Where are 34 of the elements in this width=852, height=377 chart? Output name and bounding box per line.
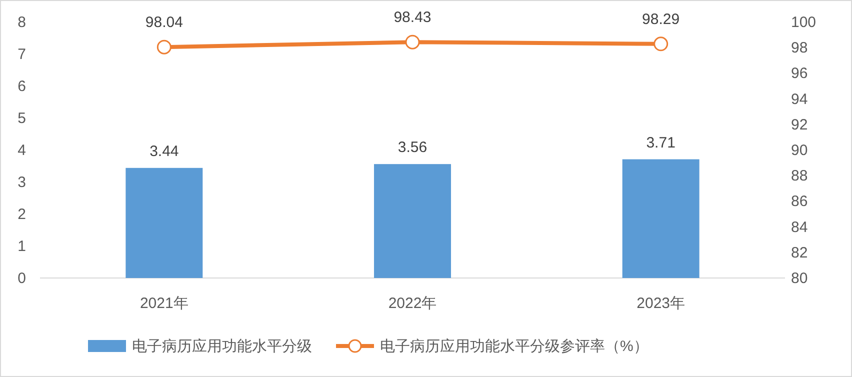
x-tick-label: 2021年 <box>140 295 188 312</box>
y-tick-label: 7 <box>18 46 26 63</box>
y2-tick-label: 92 <box>791 116 808 134</box>
x-tick-label: 2022年 <box>388 295 437 312</box>
y2-tick-label: 98 <box>791 40 808 57</box>
y-tick-label: 3 <box>18 174 26 191</box>
y-tick-label: 2 <box>18 206 26 223</box>
y-tick-label: 1 <box>18 238 26 255</box>
y2-tick-label: 94 <box>791 90 808 108</box>
data-label: 3.44 <box>150 142 179 160</box>
bar <box>374 164 451 278</box>
y-tick-label: 6 <box>18 78 26 95</box>
y-tick-label: 4 <box>18 142 26 159</box>
bar <box>622 159 700 278</box>
y2-tick-label: 96 <box>791 65 808 82</box>
y2-tick-label: 100 <box>791 14 816 31</box>
data-label: 3.71 <box>646 134 676 152</box>
legend-label: 电子病历应用功能水平分级 <box>132 338 312 355</box>
y-tick-label: 0 <box>18 270 26 287</box>
data-label: 98.29 <box>642 10 680 28</box>
y-tick-label: 8 <box>18 14 26 31</box>
y2-tick-label: 80 <box>791 270 808 287</box>
x-tick-label: 2023年 <box>636 295 686 312</box>
y2-tick-label: 84 <box>791 218 808 236</box>
y2-tick-label: 88 <box>791 168 808 185</box>
data-label: 98.43 <box>394 9 432 26</box>
y2-tick-label: 90 <box>791 142 808 159</box>
legend-label: 电子病历应用功能水平分级参评率（%） <box>380 338 648 355</box>
y2-tick-label: 86 <box>791 193 808 210</box>
bar <box>126 168 203 278</box>
y-tick-label: 5 <box>18 110 26 127</box>
data-label: 3.56 <box>398 139 428 156</box>
data-label: 98.04 <box>145 14 183 32</box>
y2-tick-label: 82 <box>791 244 808 262</box>
